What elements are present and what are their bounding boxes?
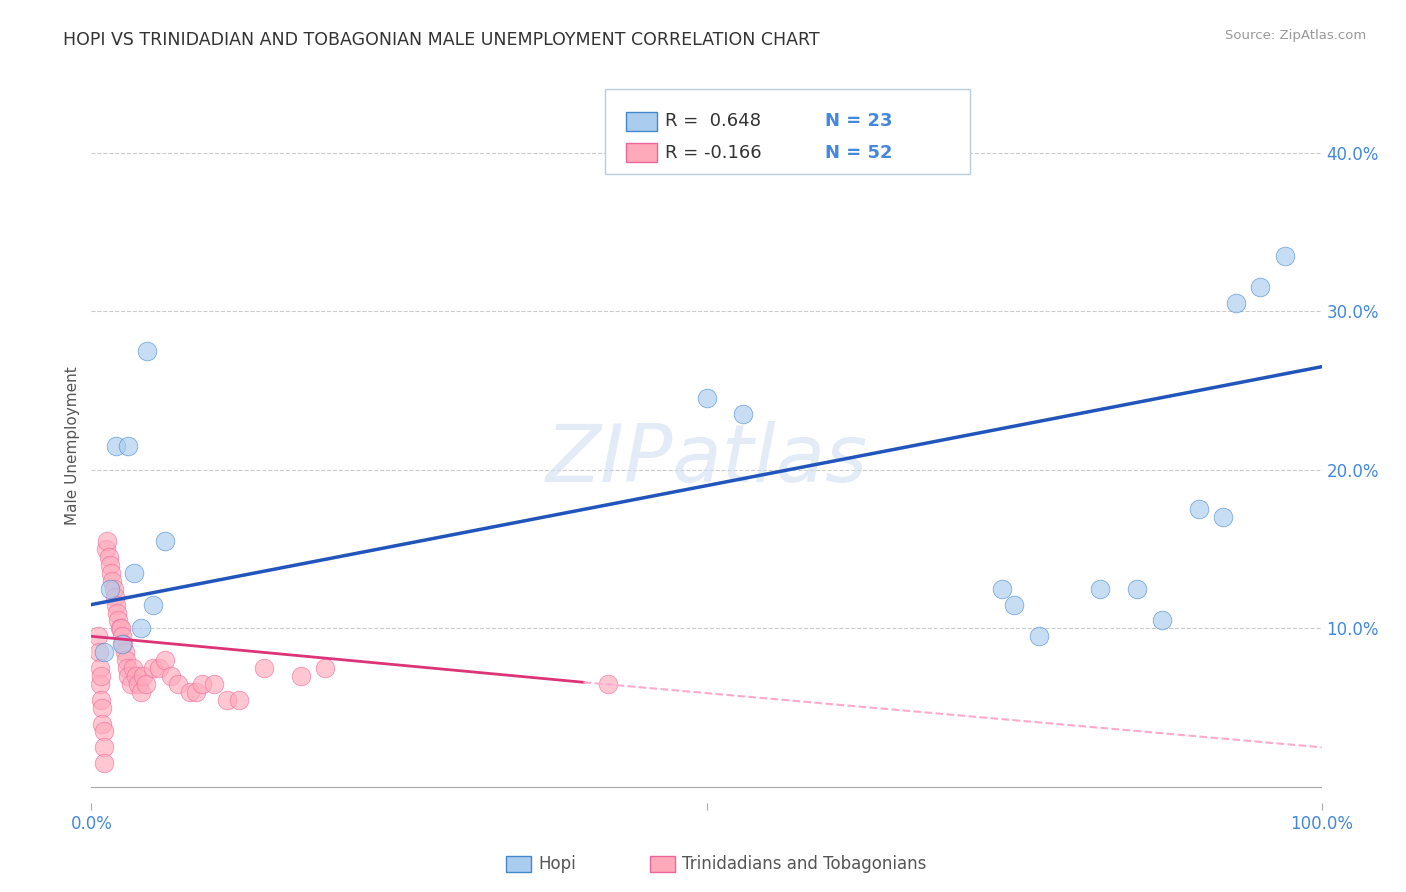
Point: [104, 590, 127, 604]
Point: [114, 653, 138, 667]
Point: [93, 740, 115, 755]
Point: [179, 685, 201, 699]
Point: [129, 621, 152, 635]
Point: [97, 549, 120, 564]
Point: [117, 669, 139, 683]
Point: [103, 582, 125, 596]
Point: [1028, 629, 1050, 643]
Point: [107, 614, 129, 628]
Y-axis label: Male Unemployment: Male Unemployment: [65, 367, 80, 525]
Point: [142, 598, 165, 612]
Text: Source: ZipAtlas.com: Source: ZipAtlas.com: [1226, 29, 1367, 42]
Text: Trinidadians and Tobagonians: Trinidadians and Tobagonians: [682, 855, 927, 873]
Point: [148, 661, 170, 675]
Point: [89, 677, 111, 691]
Point: [135, 677, 156, 691]
Point: [1274, 249, 1296, 263]
Point: [105, 598, 127, 612]
Point: [101, 574, 124, 588]
Point: [87, 645, 110, 659]
Point: [115, 661, 138, 675]
Point: [111, 629, 134, 643]
Point: [98, 582, 121, 596]
Point: [314, 661, 336, 675]
Point: [1212, 510, 1234, 524]
Point: [1002, 598, 1025, 612]
Point: [89, 661, 111, 675]
Point: [120, 677, 142, 691]
Point: [228, 692, 250, 706]
Point: [191, 677, 214, 691]
Point: [215, 692, 238, 706]
Text: HOPI VS TRINIDADIAN AND TOBAGONIAN MALE UNEMPLOYMENT CORRELATION CHART: HOPI VS TRINIDADIAN AND TOBAGONIAN MALE …: [63, 31, 820, 49]
Point: [1225, 296, 1247, 310]
Text: Hopi: Hopi: [538, 855, 576, 873]
Text: ZIPatlas: ZIPatlas: [546, 421, 868, 500]
Point: [160, 669, 183, 683]
Point: [117, 439, 139, 453]
Point: [112, 637, 135, 651]
Text: N = 52: N = 52: [825, 144, 893, 161]
Point: [124, 669, 146, 683]
Point: [96, 534, 118, 549]
Point: [90, 669, 112, 683]
Point: [124, 566, 146, 580]
Point: [153, 534, 177, 549]
Point: [129, 685, 152, 699]
Point: [91, 700, 114, 714]
Point: [695, 392, 717, 406]
Point: [122, 661, 145, 675]
Point: [86, 629, 108, 643]
Point: [96, 542, 117, 557]
Point: [132, 669, 155, 683]
Point: [153, 653, 177, 667]
Point: [253, 661, 276, 675]
Point: [105, 439, 127, 453]
Point: [111, 637, 134, 651]
Point: [1126, 582, 1149, 596]
Point: [142, 661, 165, 675]
Point: [91, 716, 114, 731]
Point: [1249, 280, 1271, 294]
Point: [184, 685, 207, 699]
Point: [105, 606, 128, 620]
Point: [135, 343, 157, 358]
Point: [100, 566, 122, 580]
Point: [90, 692, 112, 706]
Point: [93, 724, 115, 739]
Point: [114, 645, 136, 659]
Text: R =  0.648: R = 0.648: [665, 112, 761, 130]
Point: [108, 621, 131, 635]
Point: [110, 621, 132, 635]
Point: [93, 645, 115, 659]
Point: [733, 407, 755, 421]
Point: [127, 677, 149, 691]
Text: R = -0.166: R = -0.166: [665, 144, 762, 161]
Point: [98, 558, 121, 572]
Point: [990, 582, 1012, 596]
Point: [1088, 582, 1111, 596]
Point: [166, 677, 188, 691]
Point: [596, 677, 619, 691]
Point: [202, 677, 225, 691]
Point: [93, 756, 115, 771]
Point: [290, 669, 312, 683]
Text: N = 23: N = 23: [825, 112, 893, 130]
Point: [1150, 614, 1173, 628]
Point: [1187, 502, 1209, 516]
